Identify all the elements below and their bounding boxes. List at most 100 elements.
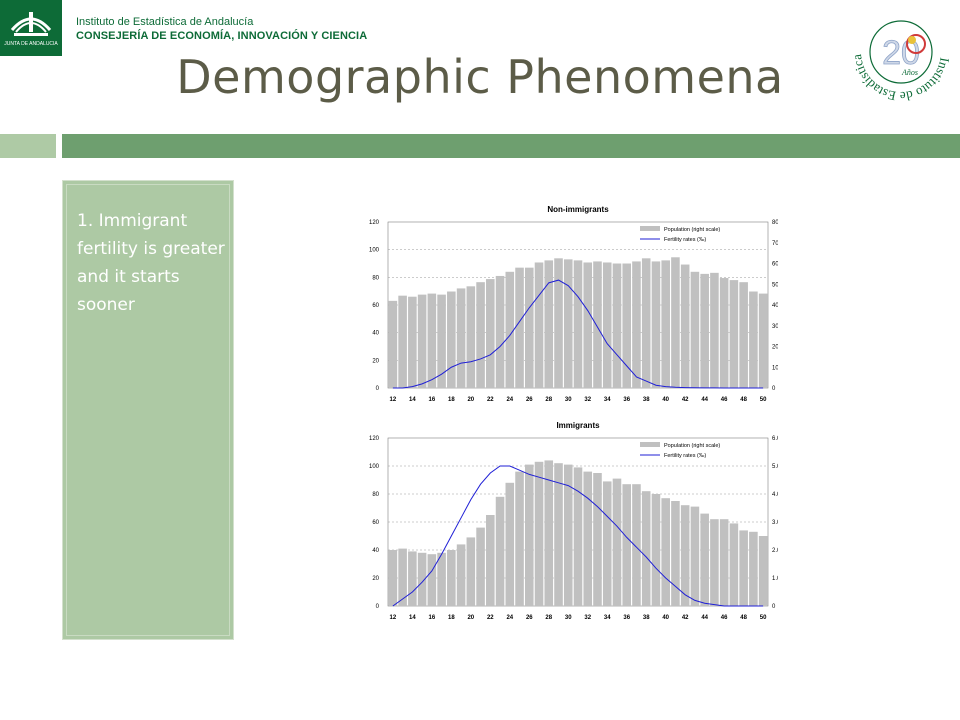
chart-2-bar xyxy=(690,506,700,606)
chart-1-bar xyxy=(505,271,515,388)
chart-2-bar xyxy=(671,501,680,606)
chart-2-x-tick-label: 50 xyxy=(760,615,767,621)
chart-2-bar xyxy=(476,527,485,606)
chart-2-bar xyxy=(524,464,534,606)
chart-1-bar xyxy=(612,263,622,388)
chart-2-bar xyxy=(505,482,515,606)
chart-1-x-tick-label: 14 xyxy=(409,397,416,403)
chart-1-bar xyxy=(671,257,680,388)
chart-2-bar xyxy=(602,481,612,606)
chart-1-bar xyxy=(456,288,466,388)
chart-1-y-right-tick-label: 50.000 xyxy=(772,282,778,288)
chart-2-legend-label-population: Population (right scale) xyxy=(664,443,720,449)
chart-2-bar xyxy=(515,471,524,606)
chart-1-x-tick-label: 28 xyxy=(545,397,552,403)
chart-2-x-tick-label: 48 xyxy=(740,615,747,621)
chart-1-x-tick-label: 34 xyxy=(604,397,611,403)
bullet-text: 1. Immigrant fertility is greater and it… xyxy=(77,211,225,315)
chart-1-bar xyxy=(573,260,583,388)
chart-1-bar xyxy=(700,273,709,388)
chart-1-bar xyxy=(427,293,437,388)
chart-2-bar xyxy=(388,550,398,606)
chart-1-bar xyxy=(398,295,407,388)
chart-2-x-tick-label: 22 xyxy=(487,615,494,621)
chart-1-y-left-tick-label: 80 xyxy=(372,275,379,281)
chart-1-y-right-tick-label: 30.000 xyxy=(772,324,778,330)
chart-2-bar xyxy=(466,537,476,606)
chart-1-y-left-tick-label: 40 xyxy=(372,331,379,337)
chart-1-legend-label-fertility: Fertility rates (‰) xyxy=(664,237,706,243)
chart-2-y-left-tick-label: 20 xyxy=(372,576,379,582)
chart-1-x-tick-label: 48 xyxy=(740,397,747,403)
chart-2-bar xyxy=(710,519,719,606)
chart-1-y-left-tick-label: 120 xyxy=(369,220,380,226)
chart-2-x-tick-label: 34 xyxy=(604,615,611,621)
org-line-1: Instituto de Estadística de Andalucía xyxy=(76,16,254,28)
chart-2-bar xyxy=(583,471,593,606)
chart-2-y-left-tick-label: 40 xyxy=(372,548,379,554)
title-band-left xyxy=(0,134,56,158)
chart-1-bar xyxy=(622,263,632,388)
chart-2-y-right-tick-label: 6.000 xyxy=(772,436,778,442)
chart-2-bar xyxy=(739,530,748,606)
chart-2-x-tick-label: 24 xyxy=(506,615,513,621)
chart-1-x-tick-label: 20 xyxy=(467,397,474,403)
chart-2-x-tick-label: 14 xyxy=(409,615,416,621)
chart-2-y-left-tick-label: 80 xyxy=(372,492,379,498)
chart-1-y-right-tick-label: 60.000 xyxy=(772,262,778,268)
chart-1-legend-label-population: Population (right scale) xyxy=(664,227,720,233)
chart-2-y-right-tick-label: 4.000 xyxy=(772,492,778,498)
chart-1-bar xyxy=(583,262,593,388)
chart-2-bar xyxy=(651,494,661,606)
chart-2-fertility-line xyxy=(392,465,764,607)
chart-2-bar xyxy=(437,552,446,606)
chart-2-bar xyxy=(486,515,495,606)
organization-name: Instituto de Estadística de Andalucía CO… xyxy=(76,16,367,44)
chart-1-x-tick-label: 46 xyxy=(721,397,728,403)
chart-2-x-tick-label: 36 xyxy=(623,615,630,621)
chart-2-bar xyxy=(554,463,563,606)
chart-2-bar xyxy=(427,554,437,606)
chart-1-x-tick-label: 12 xyxy=(390,397,397,403)
chart-2-bar xyxy=(544,460,554,606)
chart-1-bar xyxy=(641,258,651,388)
chart-2-bar xyxy=(700,513,709,606)
chart-2-legend-label-fertility: Fertility rates (‰) xyxy=(664,453,706,459)
chart-2-bar xyxy=(593,473,602,606)
chart-1-x-tick-label: 32 xyxy=(584,397,591,403)
chart-2-y-left-tick-label: 120 xyxy=(369,436,380,442)
chart-1-x-tick-label: 18 xyxy=(448,397,455,403)
chart-2-legend-swatch-bar xyxy=(640,442,660,447)
chart-1-x-tick-label: 24 xyxy=(506,397,513,403)
chart-1-y-left-tick-label: 0 xyxy=(376,386,380,392)
chart-2-title: Immigrants xyxy=(556,421,600,430)
chart-1-x-tick-label: 36 xyxy=(623,397,630,403)
chart-1-title: Non-immigrants xyxy=(547,205,609,214)
chart-1-bar xyxy=(602,262,612,388)
chart-2-bar xyxy=(758,536,768,606)
chart-1-x-tick-label: 50 xyxy=(760,397,767,403)
chart-1-bar xyxy=(632,261,641,388)
chart-1-bar xyxy=(486,279,495,388)
junta-de-andalucia-logo: JUNTA DE ANDALUCIA xyxy=(0,0,62,56)
chart-2-x-tick-label: 32 xyxy=(584,615,591,621)
org-line-2: CONSEJERÍA DE ECONOMÍA, INNOVACIÓN Y CIE… xyxy=(76,30,368,42)
chart-1-bar xyxy=(749,291,758,388)
bullet-panel: 1. Immigrant fertility is greater and it… xyxy=(62,180,234,640)
chart-1-bar xyxy=(758,293,768,388)
chart-2-bar xyxy=(622,484,632,606)
chart-1-bar xyxy=(661,260,670,388)
chart-1-bar xyxy=(476,282,485,388)
chart-2-bar xyxy=(417,552,427,606)
chart-1-y-right-tick-label: 0 xyxy=(772,386,776,392)
chart-2-bar xyxy=(447,550,456,606)
chart-1-bar xyxy=(466,286,476,388)
chart-1-bar xyxy=(729,280,739,388)
chart-2-x-tick-label: 20 xyxy=(467,615,474,621)
chart-2-x-tick-label: 12 xyxy=(390,615,397,621)
chart-1-bar xyxy=(690,271,700,388)
chart-2-bar xyxy=(408,551,417,606)
chart-2-x-tick-label: 38 xyxy=(643,615,650,621)
chart-1-bar xyxy=(544,260,554,388)
title-band xyxy=(62,134,960,158)
